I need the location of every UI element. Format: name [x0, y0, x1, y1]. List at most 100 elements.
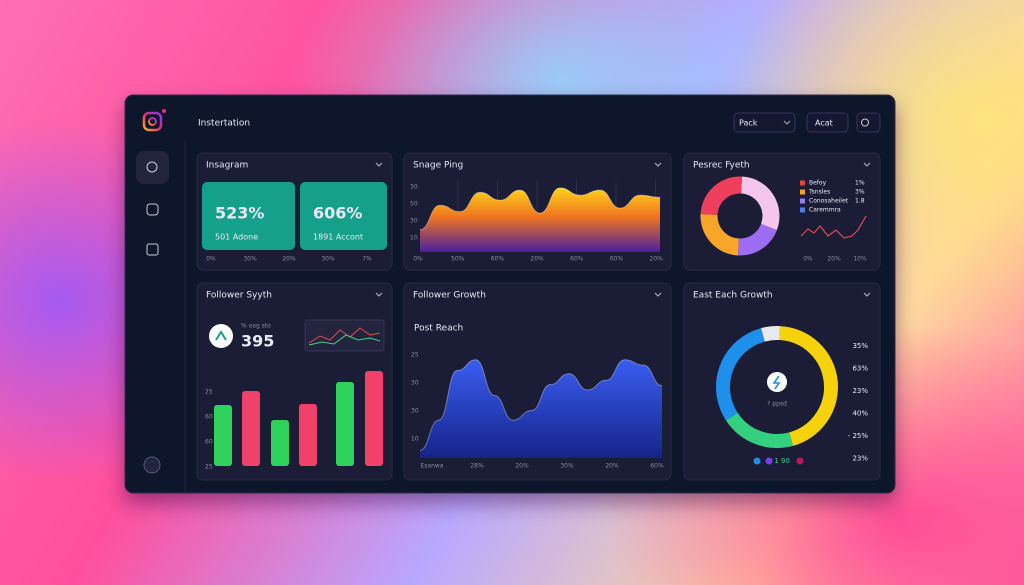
segment-label: 23%	[852, 455, 868, 463]
center-icon	[767, 372, 787, 392]
axis-label: 30	[411, 380, 419, 387]
axis-label: 0%	[206, 256, 216, 263]
segment-label: 35%	[852, 342, 868, 350]
card-title: East Each Growth	[693, 291, 773, 301]
card-title: Follower Growth	[413, 291, 486, 301]
dropdown-label[interactable]: Pack	[739, 119, 758, 128]
bar	[299, 404, 317, 466]
axis-label: 60%	[650, 463, 664, 470]
legend-dot	[753, 457, 761, 465]
axis-label: 50	[410, 201, 418, 208]
bar	[365, 371, 383, 466]
legend-name: Conosaheilet	[809, 198, 849, 205]
axis-label: 10	[411, 436, 419, 443]
area	[420, 359, 662, 458]
axis-label: 30%	[321, 256, 335, 263]
chevron[interactable]	[654, 162, 662, 167]
axis-label: 30%	[243, 256, 257, 263]
stat-label: % oag sto	[241, 323, 271, 330]
axis-label: 25	[205, 389, 213, 396]
card-subtitle: Post Reach	[414, 324, 463, 334]
axis-label: 20%	[650, 256, 664, 263]
axis-label: 10	[410, 235, 418, 242]
stat-label: 501 Adone	[215, 233, 258, 242]
nav-icon[interactable]	[146, 203, 159, 216]
axis-label: 50%	[451, 256, 465, 263]
axis-label: 20%	[605, 463, 619, 470]
logo	[142, 111, 163, 132]
legend-name: Tsnsles	[808, 189, 830, 196]
mini-line	[308, 334, 381, 346]
legend-dot	[796, 457, 804, 465]
legend-name: Befoy	[809, 180, 827, 187]
axis-label: 60%	[570, 256, 584, 263]
card-title: Snage Ping	[413, 161, 463, 171]
segment-label: 63%	[852, 365, 868, 373]
chevron[interactable]	[654, 292, 662, 297]
chevron[interactable]	[863, 162, 871, 167]
axis-label: 60	[205, 439, 213, 446]
stat-tile	[300, 182, 387, 250]
axis-label: 7%	[362, 256, 372, 263]
donut-segment	[740, 176, 780, 231]
area-line	[419, 187, 661, 231]
axis-label: 10%	[853, 256, 867, 263]
logo-dot	[162, 109, 166, 113]
button-label[interactable]: Acat	[815, 119, 833, 128]
button[interactable]	[806, 112, 849, 133]
nav-icon[interactable]	[146, 161, 158, 173]
card-title: Follower Syyth	[206, 291, 272, 301]
card-title: Pesrec Fyeth	[693, 161, 750, 171]
legend-name: Caremmra	[809, 207, 841, 214]
axis-label: 0%	[803, 256, 813, 263]
chevron[interactable]	[375, 292, 383, 297]
center-icon-glyph	[772, 375, 781, 390]
legend-swatch	[800, 198, 805, 204]
stat-tile	[202, 182, 295, 250]
mini-line	[308, 327, 381, 344]
donut-segment	[716, 328, 766, 421]
nav-profile[interactable]	[143, 456, 161, 474]
stat-icon-glyph	[215, 330, 227, 341]
nav-icon[interactable]	[146, 243, 159, 256]
axis-label: 25	[411, 352, 419, 359]
legend-swatch	[800, 189, 805, 195]
bar	[242, 391, 260, 466]
chevron[interactable]	[375, 162, 383, 167]
axis-label: 20%	[515, 463, 529, 470]
stat-label: 1891 Accont	[313, 233, 363, 242]
axis-label: 30	[410, 184, 418, 191]
sparkline	[800, 215, 867, 239]
stat-icon	[209, 324, 233, 348]
axis-label: 30	[411, 408, 419, 415]
axis-label: 60%	[491, 256, 505, 263]
segment-label: 23%	[852, 387, 868, 395]
icon[interactable]	[861, 118, 869, 127]
stat-value: 395	[241, 332, 274, 351]
axis-label: 28%	[470, 463, 484, 470]
chevron[interactable]	[783, 120, 791, 125]
nav-active[interactable]	[136, 151, 169, 184]
legend-dot	[765, 457, 773, 465]
logo-lens	[148, 117, 157, 126]
chevron[interactable]	[863, 292, 871, 297]
axis-label: 0%	[413, 256, 423, 263]
axis-label: 25	[205, 464, 213, 471]
header-title: Instertation	[198, 119, 250, 129]
axis-label: Esanwa	[421, 463, 444, 470]
card-title: Insagram	[206, 161, 248, 171]
dropdown[interactable]	[733, 112, 796, 133]
area-line	[419, 359, 663, 451]
legend-swatch	[800, 207, 805, 213]
donut-segment	[700, 214, 740, 256]
axis-label: 20%	[282, 256, 296, 263]
axis-label: 60	[205, 414, 213, 421]
legend-value: 1%	[855, 180, 865, 187]
legend-value: 1.8	[855, 198, 865, 205]
axis-label: 20%	[827, 256, 841, 263]
axis-label: 30	[410, 218, 418, 225]
bar	[214, 405, 232, 466]
stat-value: 606%	[313, 204, 362, 223]
